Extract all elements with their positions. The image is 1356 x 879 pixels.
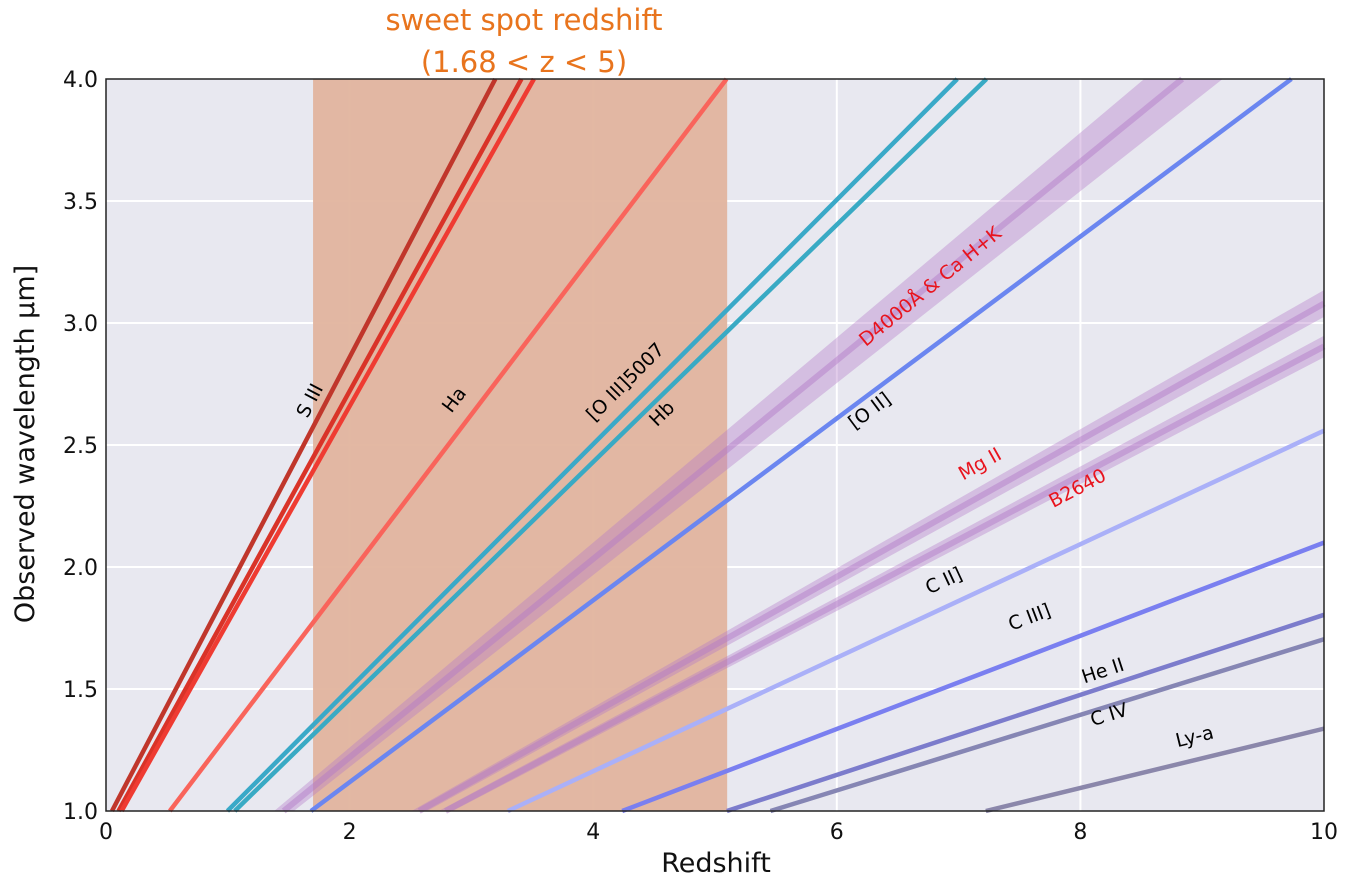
- series-line-0: [109, 77, 498, 813]
- series-line-9: [726, 612, 1325, 814]
- x-tick-label: 10: [1310, 820, 1338, 845]
- y-tick-label: 3.5: [63, 190, 98, 215]
- series-line-7: [506, 428, 1325, 814]
- band-2: [438, 335, 1324, 811]
- sweet-spot-region: [313, 79, 728, 811]
- chart-title: sweet spot redshift: [385, 3, 662, 37]
- y-axis-title: Observed wavelength μm]: [10, 265, 41, 623]
- y-tick-label: 2.0: [63, 556, 98, 581]
- x-tick-label: 2: [343, 820, 357, 845]
- y-tick-label: 1.0: [63, 800, 98, 825]
- plot-frame: [105, 78, 1325, 812]
- series-line-2: [119, 77, 536, 813]
- band-center-1: [417, 300, 1326, 814]
- x-tick-label: 4: [586, 820, 600, 845]
- series-line-1: [116, 77, 524, 813]
- series-line-5: [233, 77, 989, 813]
- x-tick-label: 0: [99, 820, 113, 845]
- series-line-10: [769, 637, 1325, 814]
- y-tick-label: 3.0: [63, 312, 98, 337]
- series-line-4: [225, 77, 959, 813]
- band-center-2: [444, 343, 1326, 814]
- series-line-3: [167, 77, 729, 813]
- series-line-6: [309, 77, 1293, 813]
- series-line-8: [621, 540, 1325, 814]
- band-0: [274, 79, 1325, 811]
- y-tick-label: 1.5: [63, 678, 98, 703]
- y-tick-label: 2.5: [63, 434, 98, 459]
- band-1: [411, 290, 1325, 812]
- chart-subtitle: (1.68 < z < 5): [421, 45, 627, 79]
- x-tick-label: 8: [1073, 820, 1087, 845]
- y-tick-label: 4.0: [63, 68, 98, 93]
- band-center-0: [281, 76, 1185, 814]
- x-tick-label: 6: [830, 820, 844, 845]
- x-axis-title: Redshift: [661, 848, 771, 879]
- series-line-11: [985, 726, 1325, 814]
